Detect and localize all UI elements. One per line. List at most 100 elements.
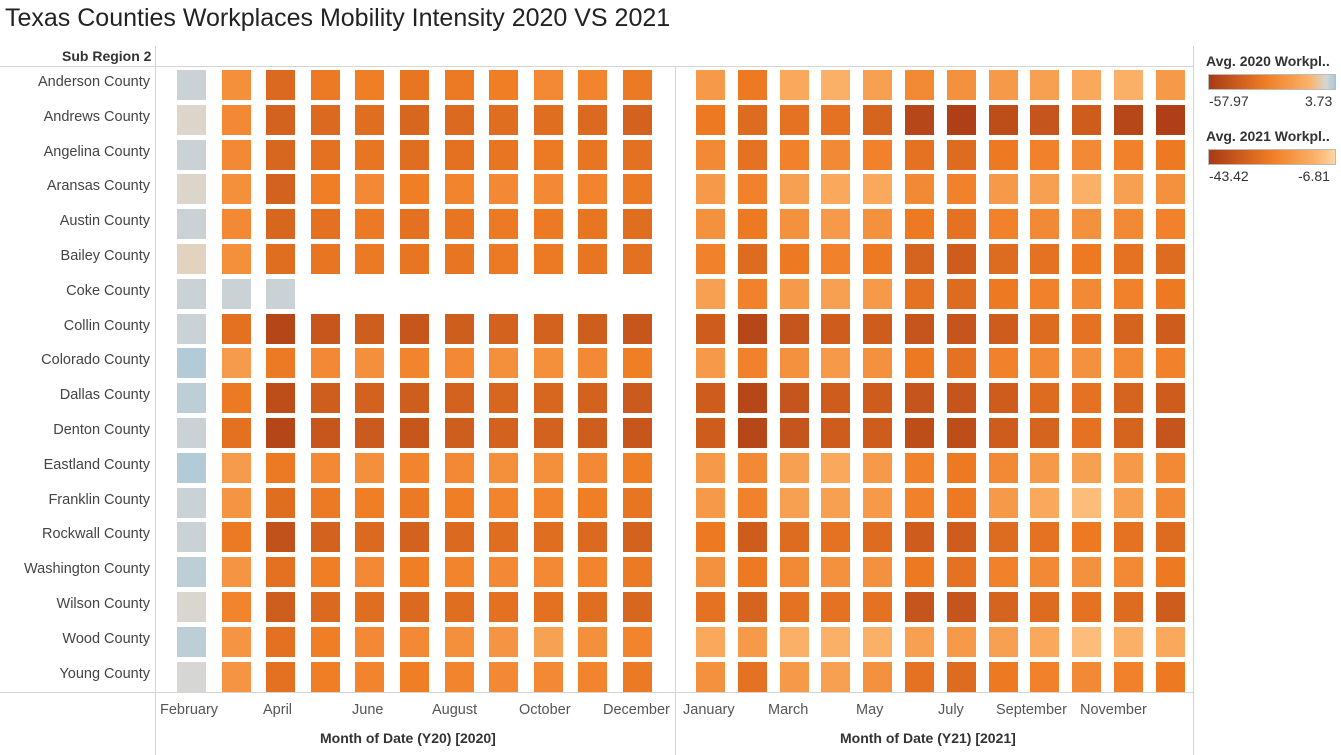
heatmap-cell bbox=[1114, 278, 1143, 309]
heatmap-cell bbox=[1072, 487, 1102, 518]
row-label: Colorado County bbox=[41, 352, 150, 369]
heatmap-cell bbox=[821, 244, 851, 274]
heatmap-cell bbox=[1114, 557, 1143, 588]
heatmap-cell bbox=[988, 522, 1018, 553]
row-label: Angelina County bbox=[43, 143, 150, 160]
heatmap-cell bbox=[946, 592, 976, 622]
heatmap-cell bbox=[1155, 209, 1185, 240]
heatmap-cell bbox=[1155, 487, 1185, 518]
heatmap-cell bbox=[221, 313, 251, 344]
heatmap-cell bbox=[400, 209, 429, 240]
heatmap-cell bbox=[988, 348, 1018, 379]
heatmap-cell bbox=[779, 383, 809, 414]
heatmap-cell bbox=[444, 139, 474, 170]
heatmap-cell bbox=[1114, 244, 1143, 274]
heatmap-cell bbox=[1114, 139, 1143, 170]
heatmap-cell bbox=[696, 209, 725, 240]
heatmap-cell bbox=[533, 557, 563, 588]
heatmap-cell bbox=[400, 383, 429, 414]
legend-min-2021: -43.42 bbox=[1209, 168, 1249, 184]
heatmap-cell bbox=[905, 487, 934, 518]
heatmap-cell bbox=[400, 626, 429, 657]
heatmap-cell bbox=[266, 452, 296, 483]
heatmap-cell bbox=[1114, 348, 1143, 379]
heatmap-cell bbox=[1072, 70, 1102, 100]
heatmap-cell bbox=[1155, 452, 1185, 483]
heatmap-cell bbox=[988, 452, 1018, 483]
heatmap-cell bbox=[1072, 452, 1102, 483]
heatmap-cell bbox=[1155, 348, 1185, 379]
heatmap-cell bbox=[1114, 383, 1143, 414]
heatmap-cell bbox=[1030, 174, 1060, 205]
heatmap-cell bbox=[1114, 70, 1143, 100]
heatmap-cell bbox=[177, 139, 206, 170]
heatmap-cell bbox=[177, 278, 206, 309]
heatmap-cell bbox=[177, 209, 206, 240]
heatmap-cell bbox=[696, 452, 725, 483]
x-tick-label: September bbox=[996, 702, 1067, 718]
heatmap-cell bbox=[1072, 209, 1102, 240]
heatmap-cell bbox=[988, 383, 1018, 414]
heatmap-cell bbox=[310, 522, 340, 553]
heatmap-cell bbox=[1155, 174, 1185, 205]
heatmap-cell bbox=[221, 383, 251, 414]
heatmap-cell bbox=[310, 452, 340, 483]
heatmap-cell bbox=[1072, 383, 1102, 414]
heatmap-cell bbox=[533, 487, 563, 518]
heatmap-cell bbox=[533, 626, 563, 657]
row-label-divider bbox=[155, 46, 156, 755]
heatmap-cell bbox=[696, 244, 725, 274]
chart-title: Texas Counties Workplaces Mobility Inten… bbox=[5, 4, 671, 32]
heatmap-cell bbox=[310, 313, 340, 344]
row-label: Collin County bbox=[63, 317, 150, 334]
heatmap-cell bbox=[946, 522, 976, 553]
heatmap-cell bbox=[821, 626, 851, 657]
heatmap-cell bbox=[1030, 557, 1060, 588]
heatmap-cell bbox=[946, 661, 976, 692]
x-tick-label: April bbox=[263, 702, 293, 718]
row-label: Dallas County bbox=[59, 387, 150, 404]
heatmap-cell bbox=[310, 70, 340, 100]
heatmap-cell bbox=[400, 661, 429, 692]
heatmap-cell bbox=[533, 661, 563, 692]
heatmap-cell bbox=[266, 70, 296, 100]
heatmap-cell bbox=[444, 487, 474, 518]
row-label: Wood County bbox=[62, 630, 150, 647]
heatmap-cell bbox=[821, 348, 851, 379]
heatmap-cell bbox=[1030, 592, 1060, 622]
heatmap-cell bbox=[737, 104, 767, 135]
heatmap-cell bbox=[821, 522, 851, 553]
heatmap-cell bbox=[737, 592, 767, 622]
x-tick-label: October bbox=[519, 702, 571, 718]
heatmap-cell bbox=[221, 348, 251, 379]
heatmap-cell bbox=[533, 174, 563, 205]
heatmap-cell bbox=[1155, 104, 1185, 135]
x-tick-label: December bbox=[603, 702, 670, 718]
legend-color-ramp-2020 bbox=[1208, 74, 1336, 90]
heatmap-cell bbox=[623, 313, 652, 344]
heatmap-cell bbox=[1030, 487, 1060, 518]
heatmap-cell bbox=[905, 313, 934, 344]
heatmap-cell bbox=[779, 487, 809, 518]
heatmap-cell bbox=[489, 487, 519, 518]
legend-max-2021: -6.81 bbox=[1298, 168, 1330, 184]
heatmap-cell bbox=[578, 557, 608, 588]
heatmap-cell bbox=[444, 452, 474, 483]
heatmap-cell bbox=[821, 383, 851, 414]
heatmap-cell bbox=[444, 592, 474, 622]
heatmap-cell bbox=[696, 278, 725, 309]
heatmap-cell bbox=[1114, 487, 1143, 518]
heatmap-cell bbox=[444, 557, 474, 588]
heatmap-cell bbox=[1155, 418, 1185, 448]
heatmap-cell bbox=[400, 418, 429, 448]
heatmap-cell bbox=[1072, 557, 1102, 588]
heatmap-cell bbox=[623, 592, 652, 622]
heatmap-cell bbox=[946, 313, 976, 344]
heatmap-cell bbox=[779, 70, 809, 100]
heatmap-cell bbox=[266, 139, 296, 170]
heatmap-cell bbox=[623, 383, 652, 414]
heatmap-cell bbox=[988, 418, 1018, 448]
heatmap-cell bbox=[863, 383, 893, 414]
heatmap-cell bbox=[355, 522, 385, 553]
heatmap-cell bbox=[1072, 313, 1102, 344]
